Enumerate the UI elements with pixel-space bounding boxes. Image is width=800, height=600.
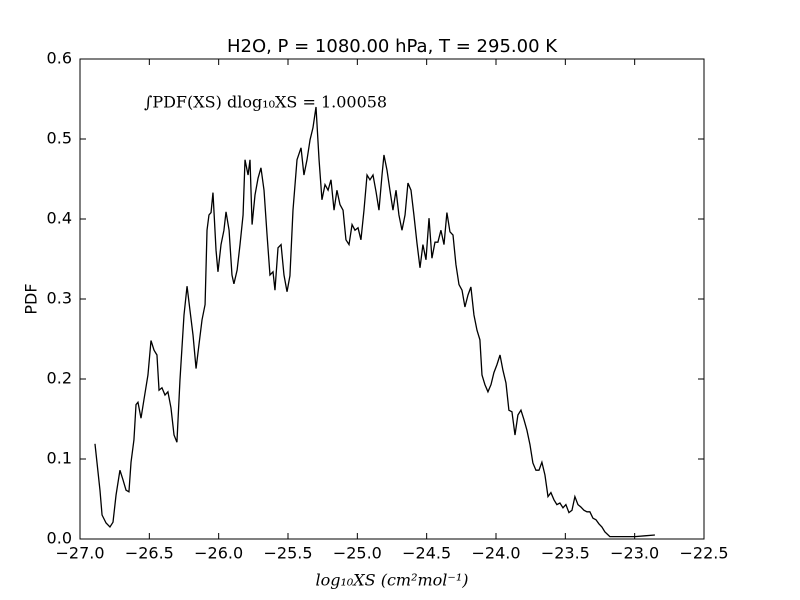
y-tick-label: 0.2 xyxy=(47,369,72,388)
y-tick-label: 0.5 xyxy=(47,129,72,148)
y-tick-label: 0.3 xyxy=(47,289,72,308)
x-tick-label: −26.5 xyxy=(125,544,174,563)
x-tick-label: −24.5 xyxy=(402,544,451,563)
x-tick-label: −23.5 xyxy=(541,544,590,563)
y-axis-label: PDF xyxy=(22,283,41,314)
y-tick-label: 0.0 xyxy=(47,529,72,548)
x-tick-label: −25.0 xyxy=(333,544,382,563)
x-tick-label: −25.5 xyxy=(263,544,312,563)
y-tick-label: 0.4 xyxy=(47,209,72,228)
x-tick-label: −27.0 xyxy=(55,544,104,563)
y-tick-label: 0.1 xyxy=(47,449,72,468)
y-tick-label: 0.6 xyxy=(47,49,72,68)
data-line xyxy=(94,106,655,538)
annotation: ∫PDF(XS) dlog₁₀XS = 1.00058 xyxy=(144,93,387,112)
x-tick-label: −26.0 xyxy=(194,544,243,563)
x-tick-label: −23.0 xyxy=(610,544,659,563)
x-tick-label: −22.5 xyxy=(679,544,728,563)
x-tick-label: −24.0 xyxy=(471,544,520,563)
plot-frame xyxy=(79,58,705,540)
x-axis-label: log₁₀XS (cm²mol⁻¹) xyxy=(315,571,468,590)
chart-title: H2O, P = 1080.00 hPa, T = 295.00 K xyxy=(227,36,558,57)
